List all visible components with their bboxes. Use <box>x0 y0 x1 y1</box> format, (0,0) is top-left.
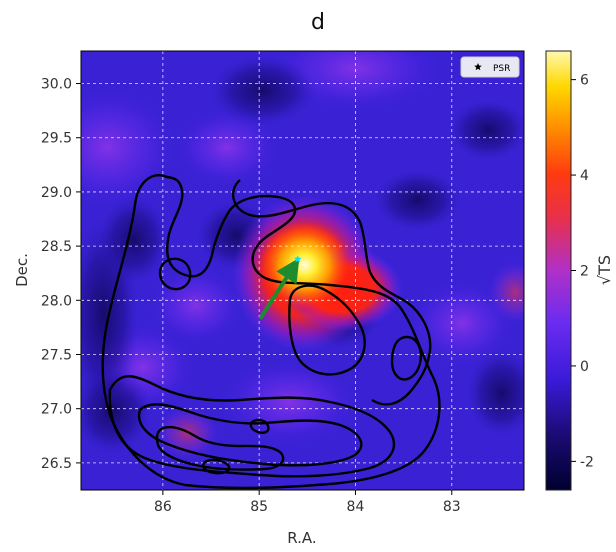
y-tick-label: 27.0 <box>41 402 72 418</box>
colorbar-tick-label: 2 <box>580 264 589 280</box>
y-tick-label: 29.5 <box>41 131 72 147</box>
x-axis-label: R.A. <box>287 529 316 547</box>
colorbar-tick-label: 0 <box>580 359 589 375</box>
colorbar-tick-label: 6 <box>580 73 589 89</box>
y-tick-label: 26.5 <box>41 456 72 472</box>
colorbar: -2 0 2 4 6 √TS <box>546 51 614 490</box>
heatmap-blob <box>218 358 360 446</box>
y-tick-label: 30.0 <box>41 77 72 93</box>
x-tick-label: 84 <box>347 499 365 515</box>
y-axis-label: Dec. <box>13 253 31 287</box>
x-axis: 86 85 84 83 <box>154 490 461 515</box>
y-axis: 26.5 27.0 27.5 28.0 28.5 29.0 29.5 30.0 <box>41 77 81 472</box>
heatmap-blob <box>209 55 315 125</box>
heatmap-blob <box>489 262 542 323</box>
y-tick-label: 28.0 <box>41 293 72 309</box>
colorbar-tick-label: 4 <box>580 168 589 184</box>
legend: PSR <box>461 57 519 77</box>
chart-title: d <box>311 10 325 35</box>
legend-label-psr: PSR <box>493 64 510 74</box>
y-tick-label: 27.5 <box>41 348 72 364</box>
colorbar-ticks: -2 0 2 4 6 <box>571 73 594 471</box>
y-tick-label: 28.5 <box>41 239 72 255</box>
colorbar-tick-label: -2 <box>580 454 594 470</box>
colorbar-gradient <box>546 51 571 490</box>
heatmap-blob <box>449 99 529 160</box>
colorbar-label: √TS <box>595 255 614 285</box>
y-tick-label: 29.0 <box>41 185 72 201</box>
x-tick-label: 83 <box>443 499 461 515</box>
heatmap-blob <box>466 350 537 438</box>
heatmap-blob <box>147 266 244 345</box>
x-tick-label: 86 <box>154 499 172 515</box>
x-tick-label: 85 <box>250 499 268 515</box>
heatmap-blob <box>373 170 462 231</box>
